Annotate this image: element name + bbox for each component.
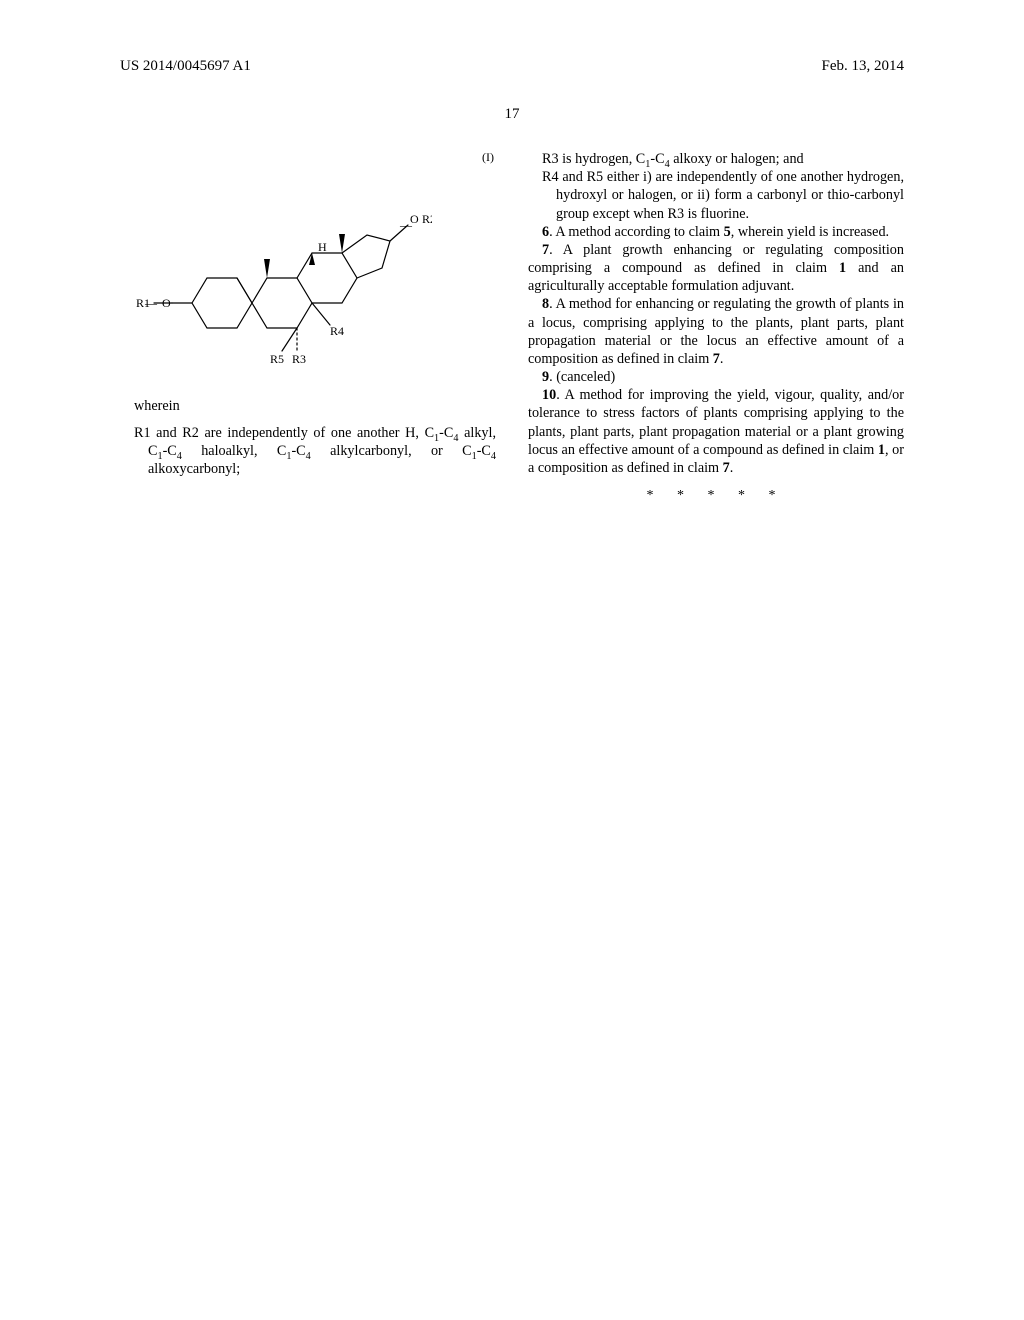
end-marker: * * * * * [528, 487, 904, 505]
page-number: 17 [0, 106, 1024, 123]
claim-10: 10. A method for improving the yield, vi… [528, 386, 904, 477]
definition-r4-r5: R4 and R5 either i) are independently of… [556, 168, 904, 223]
definition-r1-r2: R1 and R2 are independently of one anoth… [134, 424, 496, 479]
right-column: R3 is hydrogen, C1-C4 alkoxy or halogen;… [522, 150, 904, 505]
publication-number: US 2014/0045697 A1 [120, 58, 251, 75]
content-area: (I) [120, 150, 904, 505]
chemical-structure: R1 O — O — R2 H R3 R4 R5 [120, 173, 496, 373]
svg-text:—: — [144, 296, 158, 310]
definition-r3: R3 is hydrogen, C1-C4 alkoxy or halogen;… [542, 150, 904, 168]
label-r3: R3 [292, 352, 306, 366]
claim-8: 8. A method for enhancing or regulating … [528, 295, 904, 368]
publication-date: Feb. 13, 2014 [822, 58, 905, 75]
claim-6: 6. A method according to claim 5, wherei… [528, 223, 904, 241]
claim-7: 7. A plant growth enhancing or regulatin… [528, 241, 904, 296]
label-h: H [318, 240, 327, 254]
label-o-left: O [162, 296, 171, 310]
svg-text:—: — [399, 218, 413, 232]
page-header: US 2014/0045697 A1 Feb. 13, 2014 [0, 58, 1024, 75]
label-r4: R4 [330, 324, 344, 338]
structure-svg: R1 O — O — R2 H R3 R4 R5 [132, 173, 432, 373]
formula-label: (I) [120, 150, 496, 165]
wherein-label: wherein [120, 397, 496, 415]
claim-9: 9. (canceled) [528, 368, 904, 386]
label-r5: R5 [270, 352, 284, 366]
left-column: (I) [120, 150, 502, 505]
label-r2: R2 [422, 212, 432, 226]
